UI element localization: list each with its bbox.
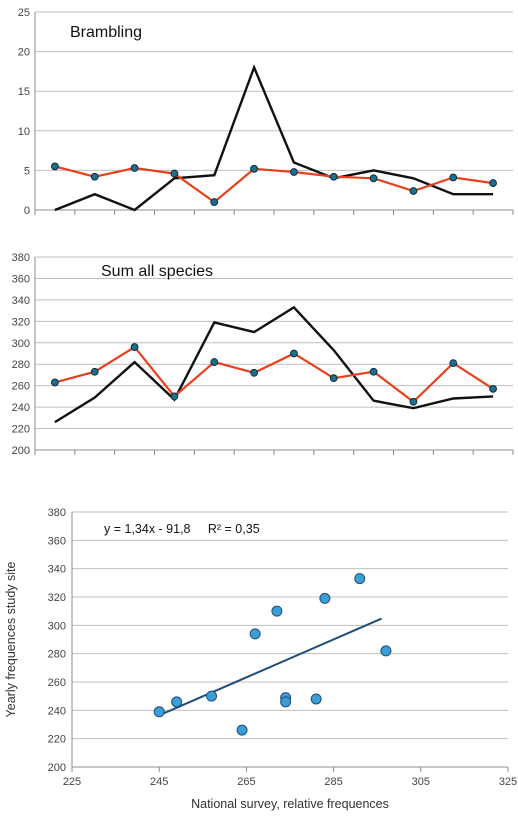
data-point <box>130 164 139 172</box>
data-point <box>290 349 298 358</box>
x-tick-label: 245 <box>150 776 168 788</box>
x-tick-label: 325 <box>499 776 517 788</box>
data-point <box>210 198 219 206</box>
scatter-point <box>319 592 331 604</box>
trendline <box>158 617 382 717</box>
x-tick-label: 225 <box>63 776 81 788</box>
x-tick-label: 285 <box>324 776 342 788</box>
y-tick-label: 360 <box>12 273 30 285</box>
series-line-red <box>54 345 494 404</box>
y-tick-label: 240 <box>12 402 30 414</box>
y-tick-label: 5 <box>24 165 30 177</box>
scatter-point <box>271 605 283 617</box>
y-tick-label: 340 <box>48 564 66 576</box>
data-point <box>329 374 338 383</box>
scatter-point <box>280 696 292 708</box>
data-point <box>329 172 338 181</box>
y-tick-label: 260 <box>48 677 66 689</box>
scatter-point <box>236 724 248 736</box>
y-tick-label: 220 <box>12 424 30 436</box>
data-point <box>250 368 258 377</box>
data-point <box>409 187 418 195</box>
scatter-point <box>206 690 218 702</box>
y-tick-label: 280 <box>48 649 66 661</box>
scatter-point <box>153 706 165 718</box>
y-tick-label: 15 <box>18 86 30 98</box>
data-point <box>489 179 497 187</box>
y-tick-label: 220 <box>48 734 66 746</box>
y-tick-label: 380 <box>12 252 30 264</box>
data-point <box>250 164 258 173</box>
y-tick-label: 260 <box>12 381 30 393</box>
y-tick-label: 0 <box>24 205 30 217</box>
scatter-point <box>249 628 261 640</box>
scatter-point <box>380 645 392 657</box>
data-point <box>489 384 497 393</box>
regression-equation: y = 1,34x - 91,8 R² = 0,35 <box>104 522 260 536</box>
data-point <box>130 343 139 351</box>
series-line-black <box>54 64 494 212</box>
y-axis-label: Yearly frequences study site <box>4 562 18 718</box>
chart-title: Brambling <box>70 24 142 41</box>
y-tick-label: 380 <box>48 507 66 519</box>
y-tick-label: 360 <box>48 535 66 547</box>
data-point <box>90 172 99 181</box>
scatter-point <box>171 696 183 708</box>
y-tick-label: 200 <box>12 445 30 457</box>
data-point <box>210 358 219 366</box>
y-tick-label: 320 <box>12 316 30 328</box>
scatter-point <box>354 573 366 585</box>
y-tick-label: 20 <box>18 47 30 59</box>
data-point <box>369 174 378 183</box>
data-point <box>449 359 458 368</box>
scatter-point <box>310 693 322 705</box>
x-tick-label: 265 <box>237 776 255 788</box>
chart-title: Sum all species <box>101 263 213 280</box>
series-line-red <box>54 165 494 204</box>
data-point <box>369 367 378 376</box>
data-point <box>51 162 59 171</box>
y-tick-label: 280 <box>12 359 30 371</box>
x-axis-label: National survey, relative frequences <box>191 797 389 811</box>
series-line-black <box>54 305 494 424</box>
data-point <box>170 169 179 178</box>
data-point <box>290 168 298 176</box>
y-tick-label: 300 <box>48 620 66 632</box>
data-point <box>170 392 179 401</box>
x-tick-label: 305 <box>412 776 430 788</box>
y-tick-label: 320 <box>48 592 66 604</box>
y-tick-label: 340 <box>12 295 30 307</box>
data-point <box>90 367 99 376</box>
data-point <box>51 378 59 387</box>
data-point <box>449 173 458 182</box>
y-tick-label: 25 <box>18 7 30 19</box>
y-tick-label: 10 <box>18 126 30 138</box>
data-point <box>409 397 418 406</box>
y-tick-label: 240 <box>48 705 66 717</box>
y-tick-label: 300 <box>12 338 30 350</box>
y-tick-label: 200 <box>48 762 66 774</box>
